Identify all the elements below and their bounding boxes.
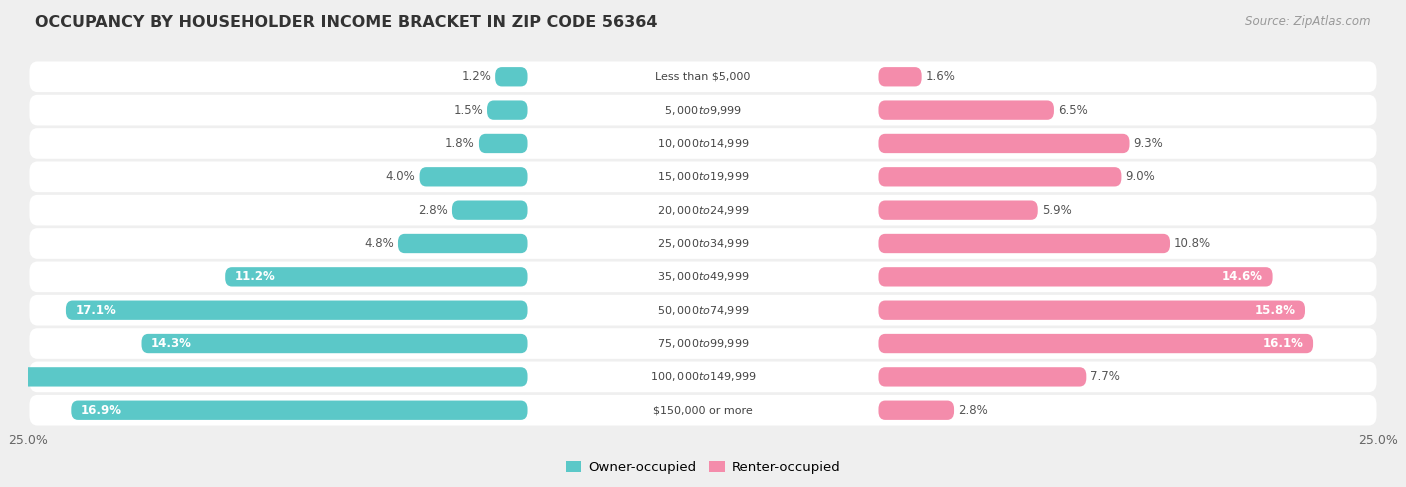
Text: $75,000 to $99,999: $75,000 to $99,999 <box>657 337 749 350</box>
FancyBboxPatch shape <box>0 367 527 387</box>
Text: 2.8%: 2.8% <box>418 204 449 217</box>
FancyBboxPatch shape <box>879 100 1054 120</box>
Text: Less than $5,000: Less than $5,000 <box>655 72 751 82</box>
FancyBboxPatch shape <box>879 334 1313 353</box>
FancyBboxPatch shape <box>486 100 527 120</box>
Text: 4.8%: 4.8% <box>364 237 394 250</box>
Text: 1.6%: 1.6% <box>925 70 956 83</box>
Text: 15.8%: 15.8% <box>1254 304 1295 317</box>
Text: 5.9%: 5.9% <box>1042 204 1071 217</box>
FancyBboxPatch shape <box>419 167 527 187</box>
Text: 11.2%: 11.2% <box>235 270 276 283</box>
FancyBboxPatch shape <box>30 61 1376 92</box>
FancyBboxPatch shape <box>879 167 1122 187</box>
Text: $100,000 to $149,999: $100,000 to $149,999 <box>650 371 756 383</box>
FancyBboxPatch shape <box>225 267 527 286</box>
Text: 17.1%: 17.1% <box>76 304 117 317</box>
FancyBboxPatch shape <box>879 400 955 420</box>
FancyBboxPatch shape <box>30 395 1376 426</box>
FancyBboxPatch shape <box>30 195 1376 225</box>
FancyBboxPatch shape <box>142 334 527 353</box>
FancyBboxPatch shape <box>398 234 527 253</box>
FancyBboxPatch shape <box>30 228 1376 259</box>
FancyBboxPatch shape <box>879 300 1305 320</box>
Text: $150,000 or more: $150,000 or more <box>654 405 752 415</box>
FancyBboxPatch shape <box>30 295 1376 325</box>
FancyBboxPatch shape <box>879 267 1272 286</box>
FancyBboxPatch shape <box>479 134 527 153</box>
FancyBboxPatch shape <box>879 67 922 87</box>
FancyBboxPatch shape <box>72 400 527 420</box>
Text: Source: ZipAtlas.com: Source: ZipAtlas.com <box>1246 15 1371 28</box>
FancyBboxPatch shape <box>879 201 1038 220</box>
Text: $25,000 to $34,999: $25,000 to $34,999 <box>657 237 749 250</box>
Text: $20,000 to $24,999: $20,000 to $24,999 <box>657 204 749 217</box>
Text: 4.0%: 4.0% <box>385 170 416 183</box>
Text: 1.5%: 1.5% <box>453 104 484 116</box>
Text: 7.7%: 7.7% <box>1091 371 1121 383</box>
FancyBboxPatch shape <box>66 300 527 320</box>
Legend: Owner-occupied, Renter-occupied: Owner-occupied, Renter-occupied <box>565 461 841 474</box>
Text: 9.0%: 9.0% <box>1125 170 1156 183</box>
FancyBboxPatch shape <box>30 361 1376 392</box>
FancyBboxPatch shape <box>879 134 1129 153</box>
FancyBboxPatch shape <box>30 95 1376 126</box>
Text: $50,000 to $74,999: $50,000 to $74,999 <box>657 304 749 317</box>
Text: 14.6%: 14.6% <box>1222 270 1263 283</box>
FancyBboxPatch shape <box>30 128 1376 159</box>
Text: 16.1%: 16.1% <box>1263 337 1303 350</box>
Text: 16.9%: 16.9% <box>80 404 122 417</box>
FancyBboxPatch shape <box>30 262 1376 292</box>
Text: 10.8%: 10.8% <box>1174 237 1211 250</box>
FancyBboxPatch shape <box>879 367 1087 387</box>
FancyBboxPatch shape <box>30 162 1376 192</box>
Text: 1.8%: 1.8% <box>446 137 475 150</box>
Text: 6.5%: 6.5% <box>1057 104 1088 116</box>
Text: $35,000 to $49,999: $35,000 to $49,999 <box>657 270 749 283</box>
Text: 14.3%: 14.3% <box>150 337 191 350</box>
Text: $5,000 to $9,999: $5,000 to $9,999 <box>664 104 742 116</box>
Text: 1.2%: 1.2% <box>461 70 491 83</box>
FancyBboxPatch shape <box>451 201 527 220</box>
FancyBboxPatch shape <box>30 328 1376 359</box>
Text: OCCUPANCY BY HOUSEHOLDER INCOME BRACKET IN ZIP CODE 56364: OCCUPANCY BY HOUSEHOLDER INCOME BRACKET … <box>35 15 658 30</box>
FancyBboxPatch shape <box>879 234 1170 253</box>
FancyBboxPatch shape <box>495 67 527 87</box>
Text: $10,000 to $14,999: $10,000 to $14,999 <box>657 137 749 150</box>
Text: $15,000 to $19,999: $15,000 to $19,999 <box>657 170 749 183</box>
Text: 2.8%: 2.8% <box>957 404 988 417</box>
Text: 9.3%: 9.3% <box>1133 137 1163 150</box>
